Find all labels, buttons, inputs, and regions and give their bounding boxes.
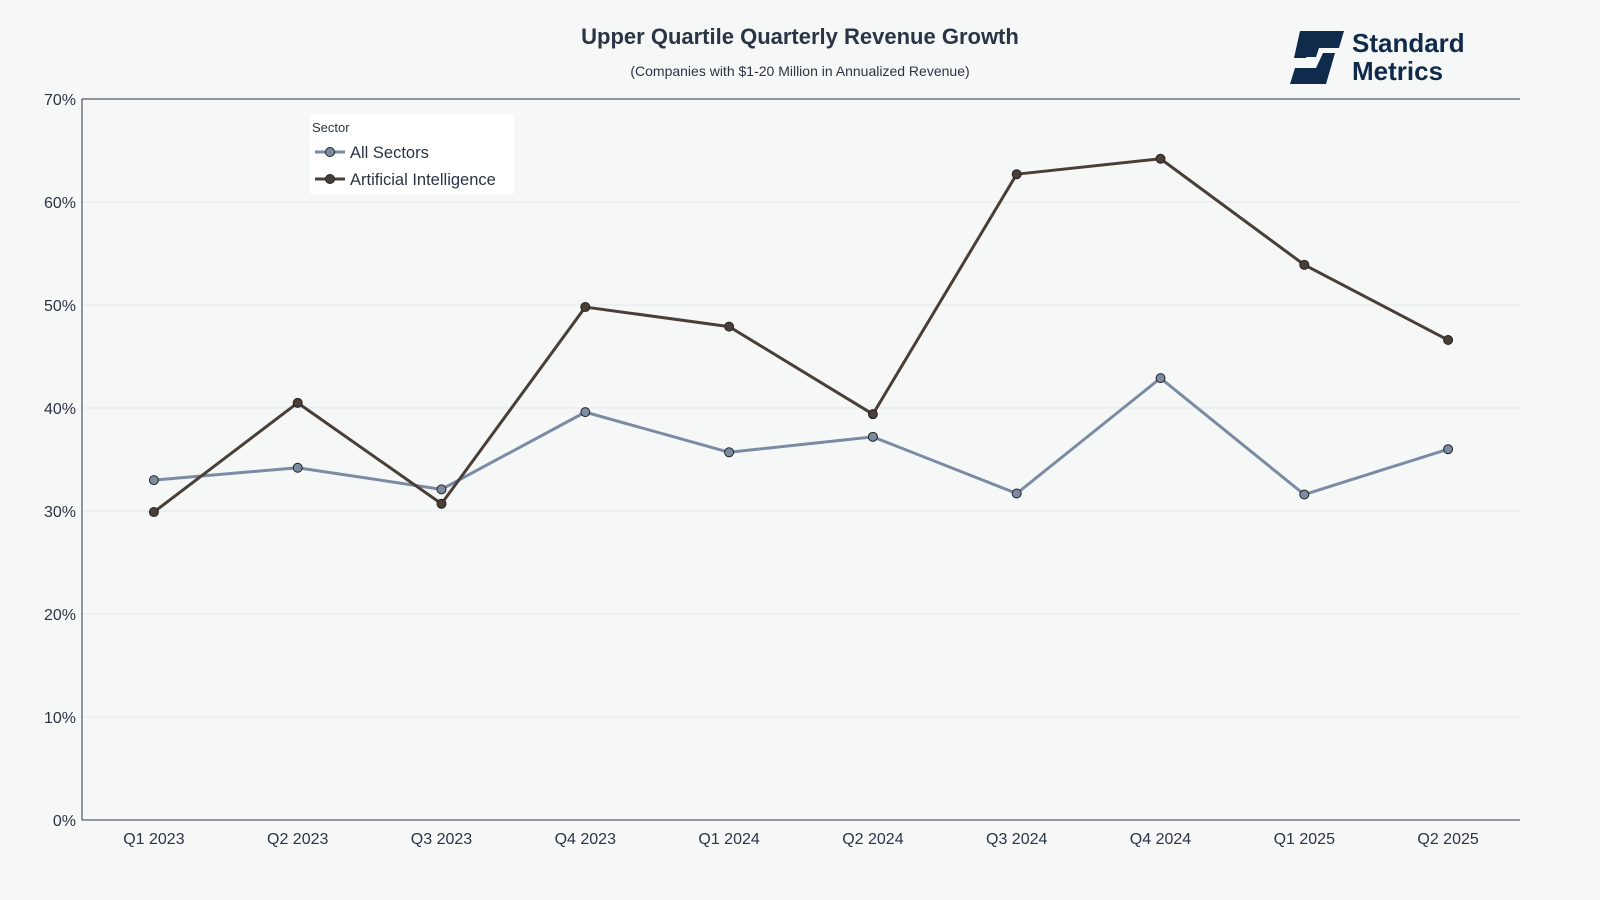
plot-area <box>148 153 1454 518</box>
x-tick-label: Q1 2023 <box>123 831 184 848</box>
data-point <box>1155 373 1166 384</box>
y-axis: 0% 10% 20% 30% 40% 50% 60% 70% <box>44 92 1520 830</box>
data-point <box>1443 444 1454 455</box>
legend-label: All Sectors <box>350 144 429 162</box>
logo-text-line2: Metrics <box>1352 56 1443 86</box>
legend-swatch-marker <box>325 174 335 184</box>
y-tick-label: 10% <box>44 710 76 727</box>
data-point <box>867 409 878 420</box>
data-point <box>436 498 447 509</box>
x-tick-label: Q3 2023 <box>411 831 472 848</box>
data-point <box>148 475 159 486</box>
legend-box <box>310 114 514 194</box>
data-point <box>436 484 447 495</box>
chart-title: Upper Quartile Quarterly Revenue Growth <box>581 24 1019 49</box>
legend-swatch-marker <box>325 147 335 157</box>
series-line <box>152 157 1449 514</box>
series-0 <box>148 373 1454 500</box>
gridlines <box>82 201 1520 718</box>
x-tick-label: Q2 2025 <box>1417 831 1478 848</box>
series-line <box>153 376 1449 497</box>
data-point <box>724 447 735 458</box>
x-axis: Q1 2023 Q2 2023 Q3 2023 Q4 2023 Q1 2024 Q2 20… <box>82 819 1520 848</box>
legend-title: Sector <box>312 120 350 135</box>
data-point <box>1443 335 1454 346</box>
data-point <box>1011 169 1022 180</box>
data-point <box>1155 153 1166 164</box>
standard-metrics-logo: Standard Metrics <box>1290 28 1465 86</box>
data-point <box>292 397 303 408</box>
y-tick-label: 0% <box>53 813 76 830</box>
data-point <box>580 302 591 313</box>
chart-subtitle: (Companies with $1-20 Million in Annuali… <box>630 63 969 79</box>
data-point <box>1299 489 1310 500</box>
logo-text-line1: Standard <box>1352 28 1465 58</box>
data-point <box>1011 488 1022 499</box>
x-tick-label: Q2 2023 <box>267 831 328 848</box>
data-point <box>867 431 878 442</box>
x-tick-label: Q2 2024 <box>842 831 903 848</box>
data-point <box>1299 259 1310 270</box>
x-tick-label: Q1 2025 <box>1274 831 1335 848</box>
x-tick-label: Q1 2024 <box>698 831 759 848</box>
x-tick-label: Q4 2024 <box>1130 831 1191 848</box>
y-tick-label: 30% <box>44 504 76 521</box>
y-tick-label: 60% <box>44 195 76 212</box>
data-point <box>724 321 735 332</box>
y-tick-label: 70% <box>44 92 76 109</box>
series-1 <box>148 153 1454 518</box>
y-tick-label: 40% <box>44 401 76 418</box>
x-tick-label: Q3 2024 <box>986 831 1047 848</box>
legend-item: Artificial Intelligence <box>315 171 496 189</box>
y-tick-label: 50% <box>44 298 76 315</box>
y-tick-label: 20% <box>44 607 76 624</box>
legend-label: Artificial Intelligence <box>350 171 496 189</box>
data-point <box>580 407 591 418</box>
logo-mark-icon <box>1290 31 1344 84</box>
x-tick-label: Q4 2023 <box>555 831 616 848</box>
data-point <box>292 462 303 473</box>
legend-item: All Sectors <box>315 144 429 162</box>
data-point <box>148 507 159 518</box>
